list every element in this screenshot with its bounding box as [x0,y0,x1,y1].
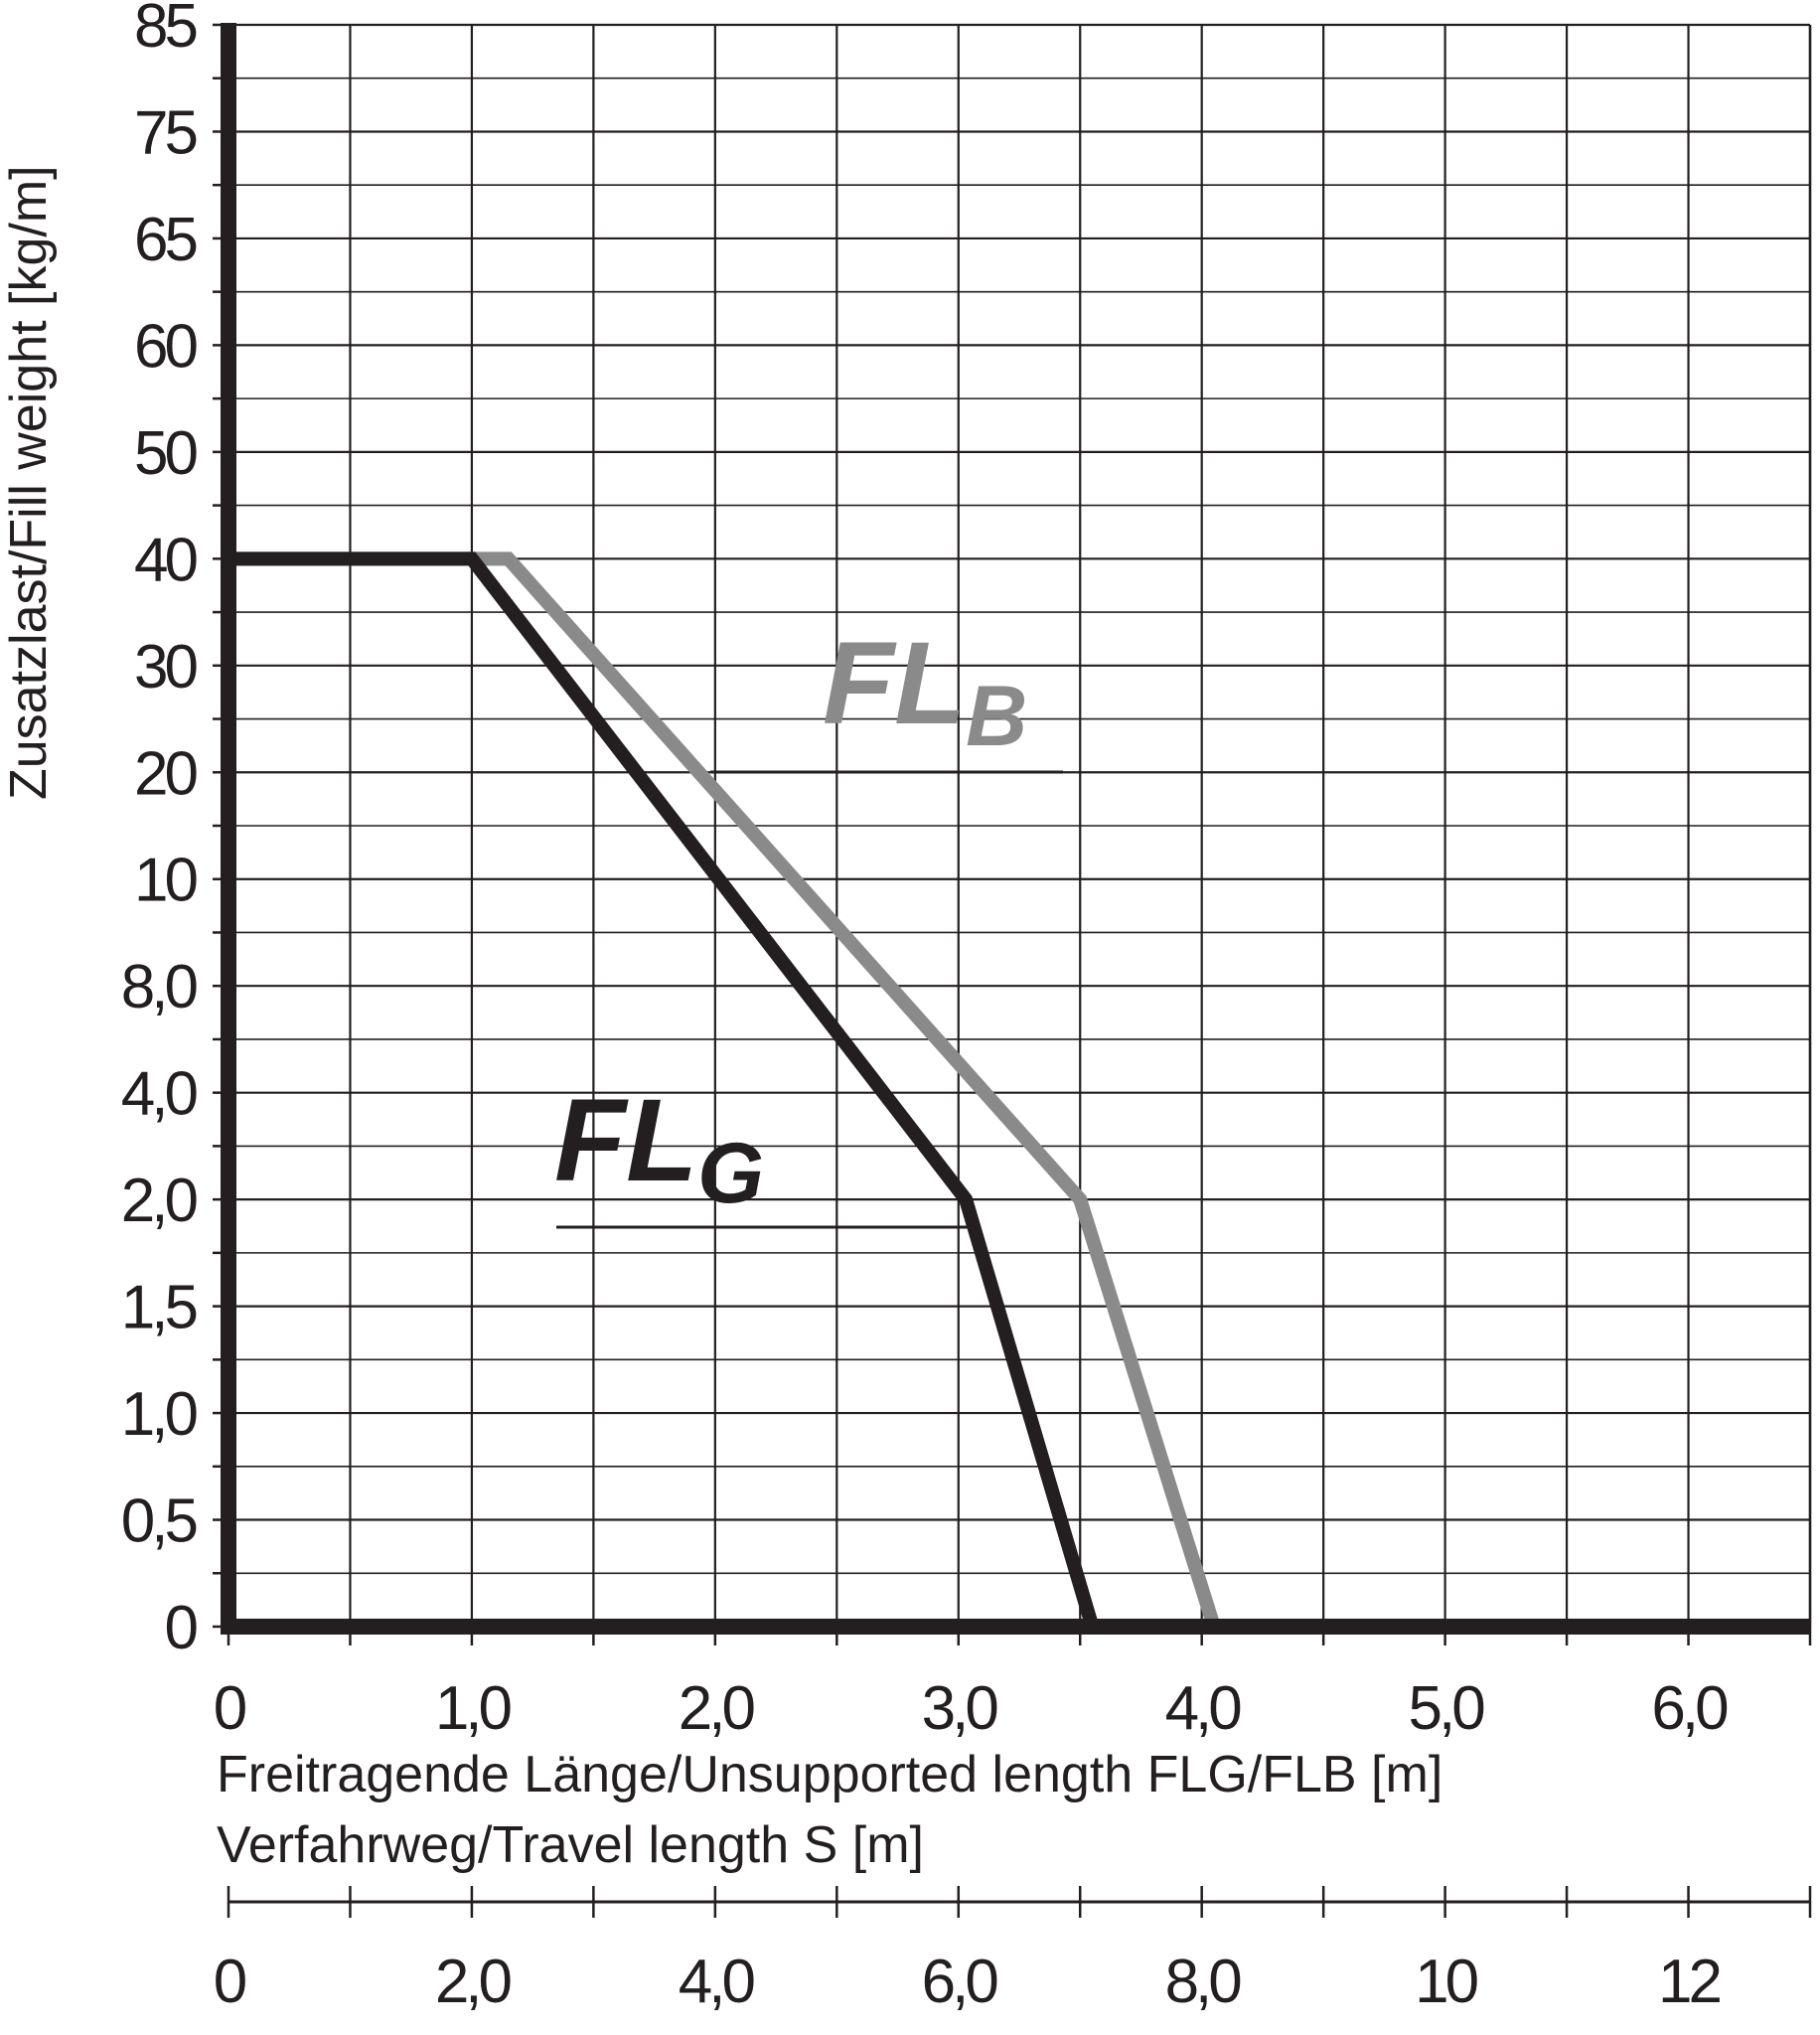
x-tick-label: 5,0 [1409,1674,1485,1743]
series-label-sub: G [697,1126,764,1221]
travel-tick-label: 0 [214,1948,246,2016]
y-tick-label: 65 [134,206,196,274]
x-axis-ticks: 0 1,0 2,0 3,0 4,0 5,0 6,0 [214,1627,1812,1743]
y-tick-label: 1,0 [121,1380,198,1449]
x-tick-label: 4,0 [1165,1674,1242,1743]
series-line-flg [228,551,1100,1629]
y-tick-label: 4,0 [121,1060,198,1129]
series-label-main: FL [554,1075,697,1206]
y-axis-title: Zusatzlast/Fill weight [kg/m] [0,165,58,800]
travel-tick-label: 12 [1658,1948,1720,2016]
y-tick-label: 0,5 [121,1487,197,1556]
series-lines [228,551,1221,1630]
y-tick-label: 75 [134,98,196,167]
y-tick-label: 8,0 [121,953,198,1021]
travel-tick-label: 2,0 [435,1948,512,2016]
y-tick-label: 1,5 [121,1274,197,1342]
x-axis-title: Freitragende Länge/Unsupported length FL… [217,1746,1442,1803]
y-tick-label: 85 [134,0,196,61]
x-tick-label: 0 [214,1674,246,1743]
travel-tick-label: 4,0 [679,1948,755,2016]
x-tick-label: 6,0 [1651,1674,1728,1743]
x-tick-label: 3,0 [922,1674,998,1743]
x-tick-label: 1,0 [435,1674,512,1743]
travel-tick-label: 6,0 [922,1948,998,2016]
y-tick-label: 20 [134,739,197,808]
travel-tick-label: 8,0 [1165,1948,1242,2016]
series-label-main: FL [823,618,966,749]
y-tick-label: 60 [134,312,197,381]
y-tick-label: 2,0 [121,1167,198,1235]
y-tick-label: 30 [134,633,197,702]
travel-length-axis: 0 2,0 4,0 6,0 8,0 10 12 [214,1886,1812,2016]
series-label-sub: B [966,669,1027,764]
axes [221,23,1812,1635]
series-label-flg: FLG [554,1075,764,1221]
x2-axis-title: Verfahrweg/Travel length S [m] [217,1816,924,1874]
y-axis-ticks: 0 0,5 1,0 1,5 2,0 4,0 8,0 10 20 30 40 50 60 65 75 85 [121,0,228,1662]
y-tick-label: 10 [134,847,197,915]
travel-tick-label: 10 [1415,1948,1477,2016]
series-label-flb: FLB [823,618,1027,764]
y-tick-label: 50 [134,419,197,488]
y-tick-label: 0 [165,1594,198,1662]
x-tick-label: 2,0 [679,1674,755,1743]
y-tick-label: 40 [134,526,197,594]
